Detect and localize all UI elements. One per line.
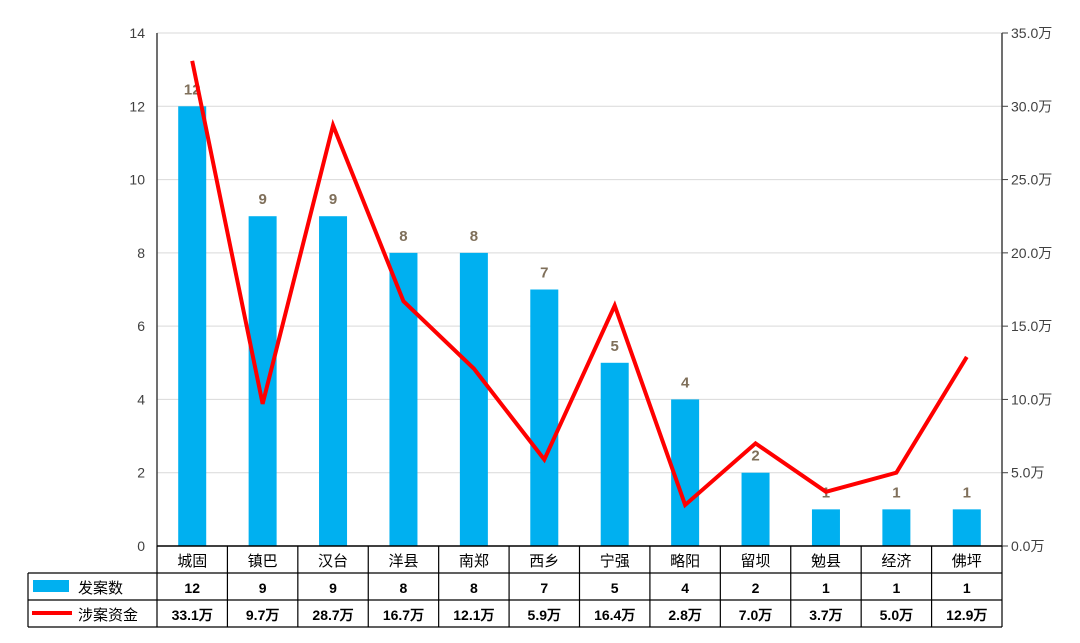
table-cell-count: 1 — [892, 580, 900, 596]
table-cell-funds: 28.7万 — [312, 607, 353, 623]
table-cell-funds: 16.4万 — [594, 607, 635, 623]
right-tick-label: 25.0万 — [1011, 172, 1052, 188]
category-label: 南郑 — [459, 553, 489, 570]
legend-label-count: 发案数 — [78, 579, 123, 597]
category-label: 经济 — [881, 553, 911, 570]
table-cell-funds: 9.7万 — [246, 607, 279, 623]
right-tick-label: 10.0万 — [1011, 391, 1052, 407]
category-label: 洋县 — [388, 553, 418, 570]
bar-南郑 — [459, 252, 488, 546]
table-cell-funds: 33.1万 — [172, 607, 213, 623]
right-tick-label: 5.0万 — [1011, 465, 1044, 481]
bar-data-label: 8 — [399, 228, 407, 245]
bar-留坝 — [741, 472, 770, 546]
bar-data-label: 2 — [751, 448, 759, 465]
bar-data-label: 1 — [963, 484, 971, 501]
table-cell-funds: 16.7万 — [383, 607, 424, 623]
table-cell-count: 9 — [329, 580, 337, 596]
bar-佛坪 — [952, 509, 981, 546]
table-cell-count: 5 — [611, 580, 619, 596]
left-tick-label: 2 — [137, 465, 145, 481]
table-cell-count: 2 — [752, 580, 760, 596]
table-cell-funds: 7.0万 — [739, 607, 772, 623]
category-label: 镇巴 — [248, 553, 278, 570]
table-cell-funds: 5.9万 — [528, 607, 561, 623]
category-label: 西乡 — [529, 553, 559, 570]
bar-汉台 — [319, 216, 348, 546]
right-tick-label: 20.0万 — [1011, 245, 1052, 261]
category-label: 略阳 — [670, 553, 700, 570]
table-cell-count: 9 — [259, 580, 267, 596]
category-label: 佛坪 — [952, 553, 982, 570]
table-cell-funds: 2.8万 — [668, 607, 701, 623]
table-cell-count: 1 — [963, 580, 971, 596]
table-cell-count: 1 — [822, 580, 830, 596]
left-tick-label: 6 — [137, 318, 145, 334]
category-label: 宁强 — [600, 553, 630, 570]
table-cell-count: 8 — [470, 580, 478, 596]
category-label: 留坝 — [741, 553, 771, 570]
category-label: 汉台 — [318, 553, 348, 570]
bar-data-label: 7 — [540, 265, 548, 282]
category-label: 城固 — [177, 553, 207, 570]
category-label: 勉县 — [811, 553, 841, 570]
left-tick-label: 14 — [129, 25, 145, 41]
bar-data-label: 5 — [611, 338, 619, 355]
bar-镇巴 — [248, 216, 277, 546]
legend-label-funds: 涉案资金 — [78, 606, 138, 624]
left-tick-label: 4 — [137, 391, 145, 407]
table-cell-count: 12 — [184, 580, 200, 596]
bar-data-label: 9 — [329, 191, 337, 208]
table-cell-count: 7 — [540, 580, 548, 596]
table-cell-funds: 3.7万 — [809, 607, 842, 623]
left-tick-label: 12 — [129, 98, 145, 114]
right-tick-label: 0.0万 — [1011, 538, 1044, 554]
right-tick-label: 30.0万 — [1011, 98, 1052, 114]
right-tick-label: 15.0万 — [1011, 318, 1052, 334]
bar-西乡 — [530, 289, 559, 546]
bar-城固 — [178, 106, 207, 547]
bar-data-label: 1 — [892, 484, 900, 501]
left-tick-label: 0 — [137, 538, 145, 554]
bar-勉县 — [811, 509, 840, 546]
table-cell-funds: 12.9万 — [946, 607, 987, 623]
line-series-涉案资金 — [190, 60, 969, 509]
left-tick-label: 10 — [129, 172, 145, 188]
left-tick-label: 8 — [137, 245, 145, 261]
bar-data-label: 8 — [470, 228, 478, 245]
right-tick-label: 35.0万 — [1011, 25, 1052, 41]
legend-bar-swatch — [33, 580, 69, 592]
bar-经济 — [882, 509, 911, 546]
table-cell-count: 4 — [681, 580, 689, 596]
table-cell-funds: 12.1万 — [453, 607, 494, 623]
bar-data-label: 9 — [258, 191, 266, 208]
bar-data-label: 4 — [681, 374, 690, 391]
bar-宁强 — [600, 362, 629, 546]
table-cell-count: 8 — [400, 580, 408, 596]
table-cell-funds: 5.0万 — [880, 607, 913, 623]
